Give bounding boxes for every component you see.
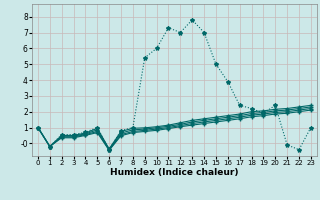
- X-axis label: Humidex (Indice chaleur): Humidex (Indice chaleur): [110, 168, 239, 177]
